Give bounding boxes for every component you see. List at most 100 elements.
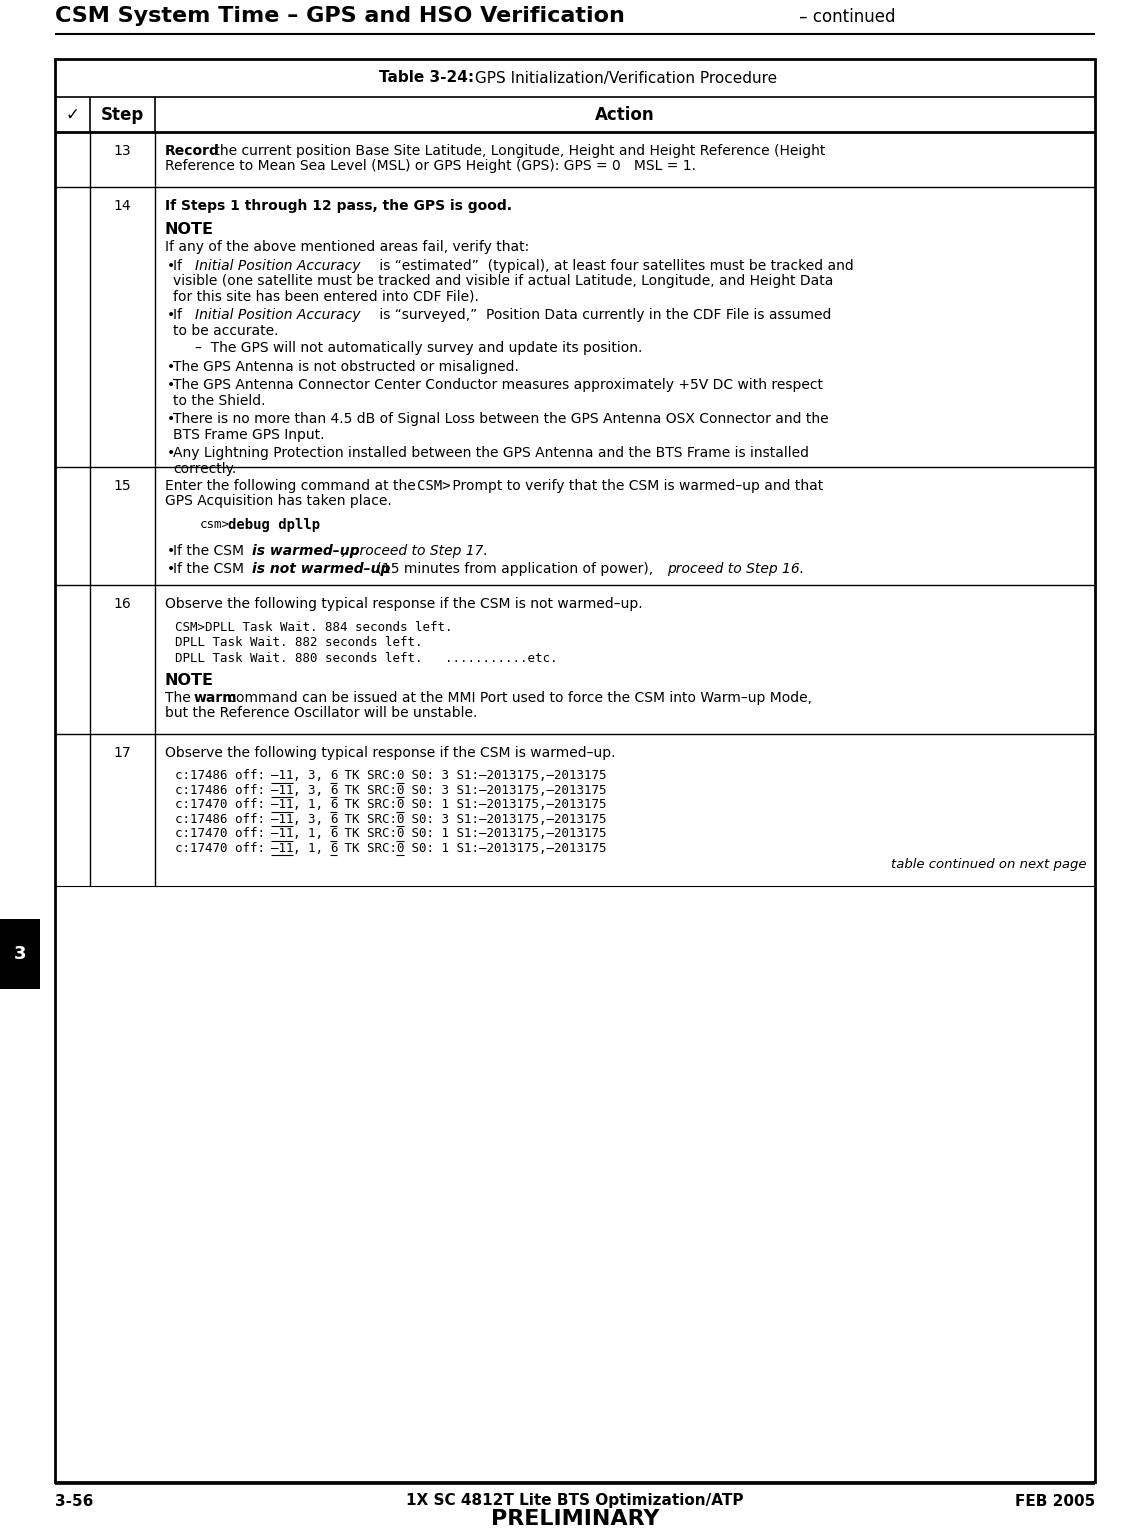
Text: If the CSM: If the CSM bbox=[173, 562, 248, 576]
Text: –11: –11 bbox=[271, 783, 294, 797]
Text: c:17486 off:: c:17486 off: bbox=[174, 770, 272, 782]
Text: •: • bbox=[166, 379, 176, 392]
Text: 6: 6 bbox=[329, 813, 338, 826]
Text: 14: 14 bbox=[114, 199, 131, 212]
Text: –11: –11 bbox=[271, 813, 294, 826]
Text: If Steps 1 through 12 pass, the GPS is good.: If Steps 1 through 12 pass, the GPS is g… bbox=[165, 199, 512, 212]
Text: The GPS Antenna is not obstructed or misaligned.: The GPS Antenna is not obstructed or mis… bbox=[173, 360, 519, 374]
Text: Enter the following command at the: Enter the following command at the bbox=[165, 479, 420, 492]
Text: NOTE: NOTE bbox=[165, 673, 214, 688]
Text: Step: Step bbox=[101, 106, 145, 123]
Text: 16: 16 bbox=[114, 597, 131, 611]
Text: If the CSM: If the CSM bbox=[173, 545, 248, 559]
Text: for this site has been entered into CDF File).: for this site has been entered into CDF … bbox=[173, 289, 479, 303]
Text: 0: 0 bbox=[396, 828, 404, 840]
Text: PRELIMINARY: PRELIMINARY bbox=[490, 1510, 659, 1530]
Text: , 1,: , 1, bbox=[293, 828, 331, 840]
Text: , 3,: , 3, bbox=[293, 813, 331, 826]
Text: 1X SC 4812T Lite BTS Optimization/ATP: 1X SC 4812T Lite BTS Optimization/ATP bbox=[406, 1493, 744, 1508]
Text: 6: 6 bbox=[329, 783, 338, 797]
Text: S0: 1 S1:–2013175,–2013175: S0: 1 S1:–2013175,–2013175 bbox=[404, 842, 606, 856]
Text: There is no more than 4.5 dB of Signal Loss between the GPS Antenna OSX Connecto: There is no more than 4.5 dB of Signal L… bbox=[173, 412, 829, 426]
Text: c:17470 off:: c:17470 off: bbox=[174, 842, 272, 856]
Text: If: If bbox=[173, 308, 186, 322]
Text: S0: 1 S1:–2013175,–2013175: S0: 1 S1:–2013175,–2013175 bbox=[404, 799, 606, 811]
Text: Table 3-24:: Table 3-24: bbox=[380, 71, 474, 86]
Text: 6: 6 bbox=[329, 799, 338, 811]
Text: , 1,: , 1, bbox=[293, 842, 331, 856]
Text: If: If bbox=[173, 259, 186, 272]
Text: Any Lightning Protection installed between the GPS Antenna and the BTS Frame is : Any Lightning Protection installed betwe… bbox=[173, 446, 809, 460]
Text: is warmed–up: is warmed–up bbox=[253, 545, 359, 559]
Text: TK SRC:: TK SRC: bbox=[338, 828, 397, 840]
Text: to be accurate.: to be accurate. bbox=[173, 323, 279, 339]
Text: TK SRC:: TK SRC: bbox=[338, 842, 397, 856]
Text: If any of the above mentioned areas fail, verify that:: If any of the above mentioned areas fail… bbox=[165, 240, 529, 254]
Text: Observe the following typical response if the CSM is not warmed–up.: Observe the following typical response i… bbox=[165, 597, 643, 611]
Text: to the Shield.: to the Shield. bbox=[173, 394, 265, 408]
Text: The: The bbox=[165, 691, 195, 705]
Text: 3: 3 bbox=[14, 945, 26, 963]
Text: –  The GPS will not automatically survey and update its position.: – The GPS will not automatically survey … bbox=[195, 342, 643, 356]
Text: •: • bbox=[166, 259, 176, 272]
Text: DPLL Task Wait. 882 seconds left.: DPLL Task Wait. 882 seconds left. bbox=[174, 636, 422, 649]
Text: proceed to Step 16.: proceed to Step 16. bbox=[667, 562, 805, 576]
Text: 13: 13 bbox=[114, 145, 131, 159]
Text: TK SRC:: TK SRC: bbox=[338, 813, 397, 826]
Text: c:17470 off:: c:17470 off: bbox=[174, 799, 272, 811]
Text: (15 minutes from application of power),: (15 minutes from application of power), bbox=[372, 562, 658, 576]
Text: S0: 3 S1:–2013175,–2013175: S0: 3 S1:–2013175,–2013175 bbox=[404, 770, 606, 782]
Text: •: • bbox=[166, 412, 176, 426]
Text: , 1,: , 1, bbox=[293, 799, 331, 811]
Text: 0: 0 bbox=[396, 813, 404, 826]
Text: TK SRC:: TK SRC: bbox=[338, 783, 397, 797]
Text: •: • bbox=[166, 545, 176, 559]
Text: –11: –11 bbox=[271, 799, 294, 811]
Text: table continued on next page: table continued on next page bbox=[892, 859, 1087, 871]
Text: ✓: ✓ bbox=[65, 106, 79, 123]
Text: –11: –11 bbox=[271, 828, 294, 840]
Text: Reference to Mean Sea Level (MSL) or GPS Height (GPS): GPS = 0   MSL = 1.: Reference to Mean Sea Level (MSL) or GPS… bbox=[165, 160, 696, 174]
Text: c:17470 off:: c:17470 off: bbox=[174, 828, 272, 840]
Text: CSM>DPLL Task Wait. 884 seconds left.: CSM>DPLL Task Wait. 884 seconds left. bbox=[174, 620, 452, 634]
Text: FEB 2005: FEB 2005 bbox=[1015, 1493, 1095, 1508]
Text: 0: 0 bbox=[396, 842, 404, 856]
Text: BTS Frame GPS Input.: BTS Frame GPS Input. bbox=[173, 428, 325, 442]
Text: The GPS Antenna Connector Center Conductor measures approximately +5V DC with re: The GPS Antenna Connector Center Conduct… bbox=[173, 379, 823, 392]
Text: •: • bbox=[166, 446, 176, 460]
Text: warm: warm bbox=[194, 691, 238, 705]
Text: S0: 1 S1:–2013175,–2013175: S0: 1 S1:–2013175,–2013175 bbox=[404, 828, 606, 840]
Text: 6: 6 bbox=[329, 842, 338, 856]
Text: GPS Acquisition has taken place.: GPS Acquisition has taken place. bbox=[165, 494, 391, 508]
Text: 0: 0 bbox=[396, 770, 404, 782]
Text: 6: 6 bbox=[329, 828, 338, 840]
Text: command can be issued at the MMI Port used to force the CSM into Warm–up Mode,: command can be issued at the MMI Port us… bbox=[224, 691, 812, 705]
Text: 6: 6 bbox=[329, 770, 338, 782]
Text: Prompt to verify that the CSM is warmed–up and that: Prompt to verify that the CSM is warmed–… bbox=[448, 479, 823, 492]
Text: the current position Base Site Latitude, Longitude, Height and Height Reference : the current position Base Site Latitude,… bbox=[210, 145, 825, 159]
Text: c:17486 off:: c:17486 off: bbox=[174, 783, 272, 797]
Text: Action: Action bbox=[595, 106, 654, 123]
Text: CSM System Time – GPS and HSO Verification: CSM System Time – GPS and HSO Verificati… bbox=[55, 6, 625, 26]
Text: is not warmed–up: is not warmed–up bbox=[253, 562, 390, 576]
Text: 0: 0 bbox=[396, 799, 404, 811]
Text: but the Reference Oscillator will be unstable.: but the Reference Oscillator will be uns… bbox=[165, 706, 478, 720]
Text: c:17486 off:: c:17486 off: bbox=[174, 813, 272, 826]
Text: , proceed to Step 17.: , proceed to Step 17. bbox=[342, 545, 488, 559]
Text: Initial Position Accuracy: Initial Position Accuracy bbox=[195, 259, 360, 272]
Text: , 3,: , 3, bbox=[293, 770, 331, 782]
Text: – continued: – continued bbox=[794, 8, 895, 26]
Text: 17: 17 bbox=[114, 746, 131, 760]
Text: debug dpllp: debug dpllp bbox=[228, 517, 320, 531]
Text: visible (one satellite must be tracked and visible if actual Latitude, Longitude: visible (one satellite must be tracked a… bbox=[173, 274, 833, 288]
Text: •: • bbox=[166, 360, 176, 374]
Text: S0: 3 S1:–2013175,–2013175: S0: 3 S1:–2013175,–2013175 bbox=[404, 813, 606, 826]
Text: correctly.: correctly. bbox=[173, 462, 236, 476]
Bar bbox=[0, 919, 40, 990]
Text: csm>: csm> bbox=[200, 517, 230, 531]
Text: CSM>: CSM> bbox=[417, 479, 450, 492]
Text: NOTE: NOTE bbox=[165, 223, 214, 237]
Text: S0: 3 S1:–2013175,–2013175: S0: 3 S1:–2013175,–2013175 bbox=[404, 783, 606, 797]
Text: TK SRC:: TK SRC: bbox=[338, 799, 397, 811]
Text: is “surveyed,”  Position Data currently in the CDF File is assumed: is “surveyed,” Position Data currently i… bbox=[374, 308, 831, 322]
